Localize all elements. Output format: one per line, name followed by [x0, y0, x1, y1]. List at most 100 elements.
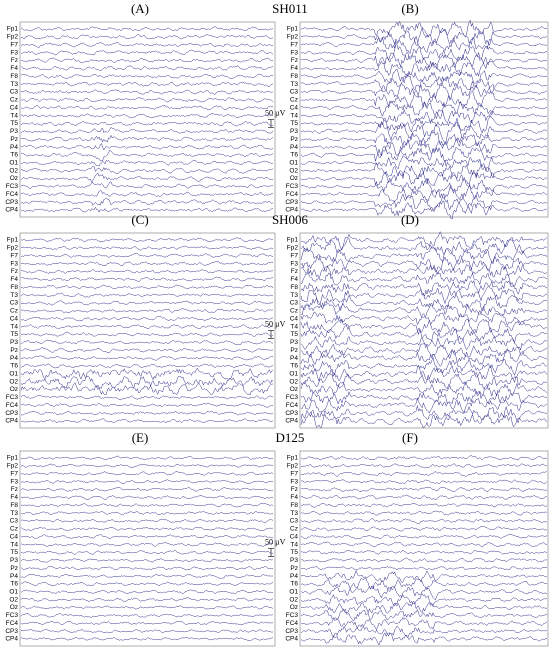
channel-label: P3: [290, 339, 298, 346]
eeg-trace: [300, 279, 548, 297]
channel-label: CP4: [285, 636, 298, 643]
channel-label: C3: [290, 300, 299, 307]
channel-label: F8: [10, 284, 18, 291]
eeg-trace: [20, 621, 274, 626]
channel-label: O1: [289, 371, 298, 378]
eeg-trace: [300, 390, 548, 405]
eeg-trace: [20, 308, 274, 314]
channel-label: CP3: [285, 199, 298, 206]
channel-label: F4: [290, 276, 298, 283]
eeg-trace: [20, 637, 274, 642]
eeg-trace: [300, 192, 548, 213]
eeg-trace: [20, 403, 274, 408]
channel-label: Fp1: [7, 26, 19, 33]
channel-label: O2: [9, 596, 18, 603]
channel-label: T4: [290, 323, 298, 330]
channel-label: F3: [10, 260, 18, 267]
eeg-trace: [20, 160, 274, 167]
channel-label: F4: [10, 276, 18, 283]
eeg-trace: [20, 42, 274, 48]
row-title: D125: [276, 430, 305, 445]
channel-label: F3: [290, 260, 298, 267]
channel-label: P4: [10, 573, 18, 580]
eeg-trace: [20, 269, 274, 274]
channel-label: F7: [290, 470, 298, 477]
channel-label: FC3: [6, 394, 19, 401]
channel-label: T5: [290, 549, 298, 556]
eeg-trace: [20, 112, 274, 119]
channel-label: F7: [10, 41, 18, 48]
channel-label: F4: [10, 494, 18, 501]
eeg-trace: [300, 318, 548, 336]
eeg-trace: [300, 162, 548, 180]
eeg-trace: [20, 589, 274, 594]
channel-label: Oz: [290, 604, 298, 611]
channel-label: T3: [290, 292, 298, 299]
channel-label: Cz: [10, 526, 18, 533]
panel-label: (F): [402, 430, 418, 445]
eeg-trace: [20, 418, 274, 423]
eeg-trace: [20, 245, 274, 251]
eeg-trace: [20, 605, 274, 610]
channel-label: Fp1: [7, 455, 19, 462]
eeg-trace: [20, 34, 274, 40]
channel-label: P4: [290, 355, 298, 362]
channel-label: FC3: [286, 183, 299, 190]
eeg-trace: [300, 585, 548, 601]
eeg-trace: [300, 569, 548, 584]
channel-label: F7: [290, 252, 298, 259]
channel-label: T5: [290, 120, 298, 127]
eeg-trace: [300, 19, 548, 38]
channel-label: Fz: [11, 268, 18, 275]
eeg-trace: [20, 495, 274, 500]
channel-label: FC3: [286, 394, 299, 401]
channel-label: FC4: [6, 620, 19, 627]
channel-label: P3: [290, 128, 298, 135]
eeg-trace: [300, 27, 548, 46]
channel-label: Fp2: [287, 34, 299, 41]
panel-label: (B): [401, 1, 418, 16]
channel-label: Cz: [290, 97, 298, 104]
eeg-trace: [20, 339, 273, 346]
channel-label: Cz: [10, 97, 18, 104]
channel-label: C3: [290, 518, 299, 525]
channel-label: CP4: [5, 207, 18, 214]
eeg-trace: [20, 355, 274, 361]
eeg-trace: [300, 502, 548, 508]
channel-label: Fp2: [287, 463, 299, 470]
panel-label: (C): [131, 212, 148, 227]
channel-label: C3: [10, 518, 19, 525]
channel-label: C3: [10, 300, 19, 307]
channel-label: T5: [10, 549, 18, 556]
channel-label: T6: [10, 363, 18, 370]
channel-label: Oz: [10, 175, 18, 182]
panel-frame: [19, 21, 276, 218]
channel-label: F3: [10, 478, 18, 485]
eeg-trace: [20, 518, 274, 523]
eeg-trace: [20, 126, 274, 134]
eeg-trace: [300, 309, 548, 327]
channel-label: P3: [10, 128, 18, 135]
eeg-trace: [20, 49, 274, 56]
eeg-trace: [20, 149, 274, 162]
channel-label: T3: [10, 510, 18, 517]
channel-label: Pz: [290, 136, 298, 143]
scale-bar: [268, 119, 274, 128]
eeg-trace: [300, 324, 548, 343]
channel-label: C4: [290, 104, 299, 111]
channel-label: C4: [10, 315, 19, 322]
channel-label: F7: [10, 470, 18, 477]
channel-label: T4: [290, 541, 298, 548]
eeg-trace: [20, 300, 274, 306]
eeg-trace: [300, 108, 548, 124]
eeg-trace: [20, 455, 273, 460]
eeg-trace: [20, 292, 274, 298]
channel-label: FC3: [6, 612, 19, 619]
channel-label: Pz: [290, 565, 298, 572]
eeg-trace: [20, 26, 274, 32]
eeg-trace: [20, 261, 274, 266]
channel-label: P3: [10, 339, 18, 346]
channel-label: T5: [290, 331, 298, 338]
eeg-trace: [20, 73, 274, 80]
